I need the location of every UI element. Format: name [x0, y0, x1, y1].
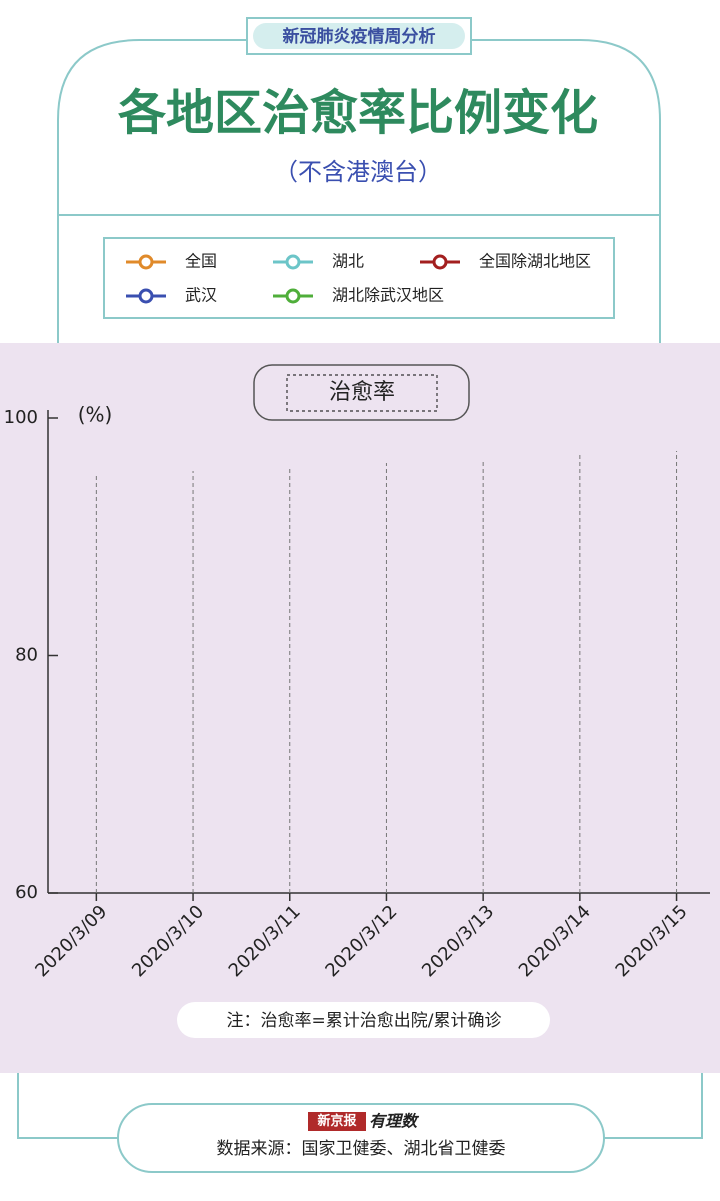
y-axis-label: (%) — [78, 403, 113, 427]
legend-label: 湖北 — [332, 252, 364, 271]
legend-marker — [285, 254, 301, 270]
y-tick-label: 100 — [4, 407, 38, 428]
legend-marker — [138, 288, 154, 304]
legend-box — [103, 237, 615, 319]
legend-label: 全国除湖北地区 — [479, 252, 591, 271]
legend-label: 武汉 — [185, 286, 217, 305]
footer-pill — [117, 1103, 605, 1173]
brand: 新京报 — [317, 1113, 357, 1128]
legend-label: 全国 — [185, 252, 217, 271]
logo: 有理数 — [369, 1112, 420, 1131]
y-tick-label: 60 — [15, 882, 38, 903]
tag: 新冠肺炎疫情周分析 — [283, 26, 436, 47]
brand-box — [308, 1112, 366, 1131]
panel-title: 治愈率 — [329, 380, 395, 405]
chart-title: 各地区治愈率比例变化 — [118, 85, 598, 141]
legend-label: 湖北除武汉地区 — [332, 286, 444, 305]
legend-marker — [138, 254, 154, 270]
note-pill — [177, 1002, 550, 1038]
source: 数据来源：国家卫健委、湖北省卫健委 — [217, 1139, 506, 1159]
note: 注：治愈率=累计治愈出院/累计确诊 — [227, 1011, 502, 1031]
plot-background — [0, 343, 720, 1073]
legend-marker — [432, 254, 448, 270]
panel-badge-inner — [286, 374, 438, 412]
legend-marker — [285, 288, 301, 304]
y-tick-label: 80 — [15, 645, 38, 666]
panel-badge — [253, 364, 470, 421]
tag-pill — [253, 23, 465, 49]
chart-subtitle: （不含港澳台） — [274, 158, 442, 186]
card-border-bottom — [17, 1073, 703, 1139]
